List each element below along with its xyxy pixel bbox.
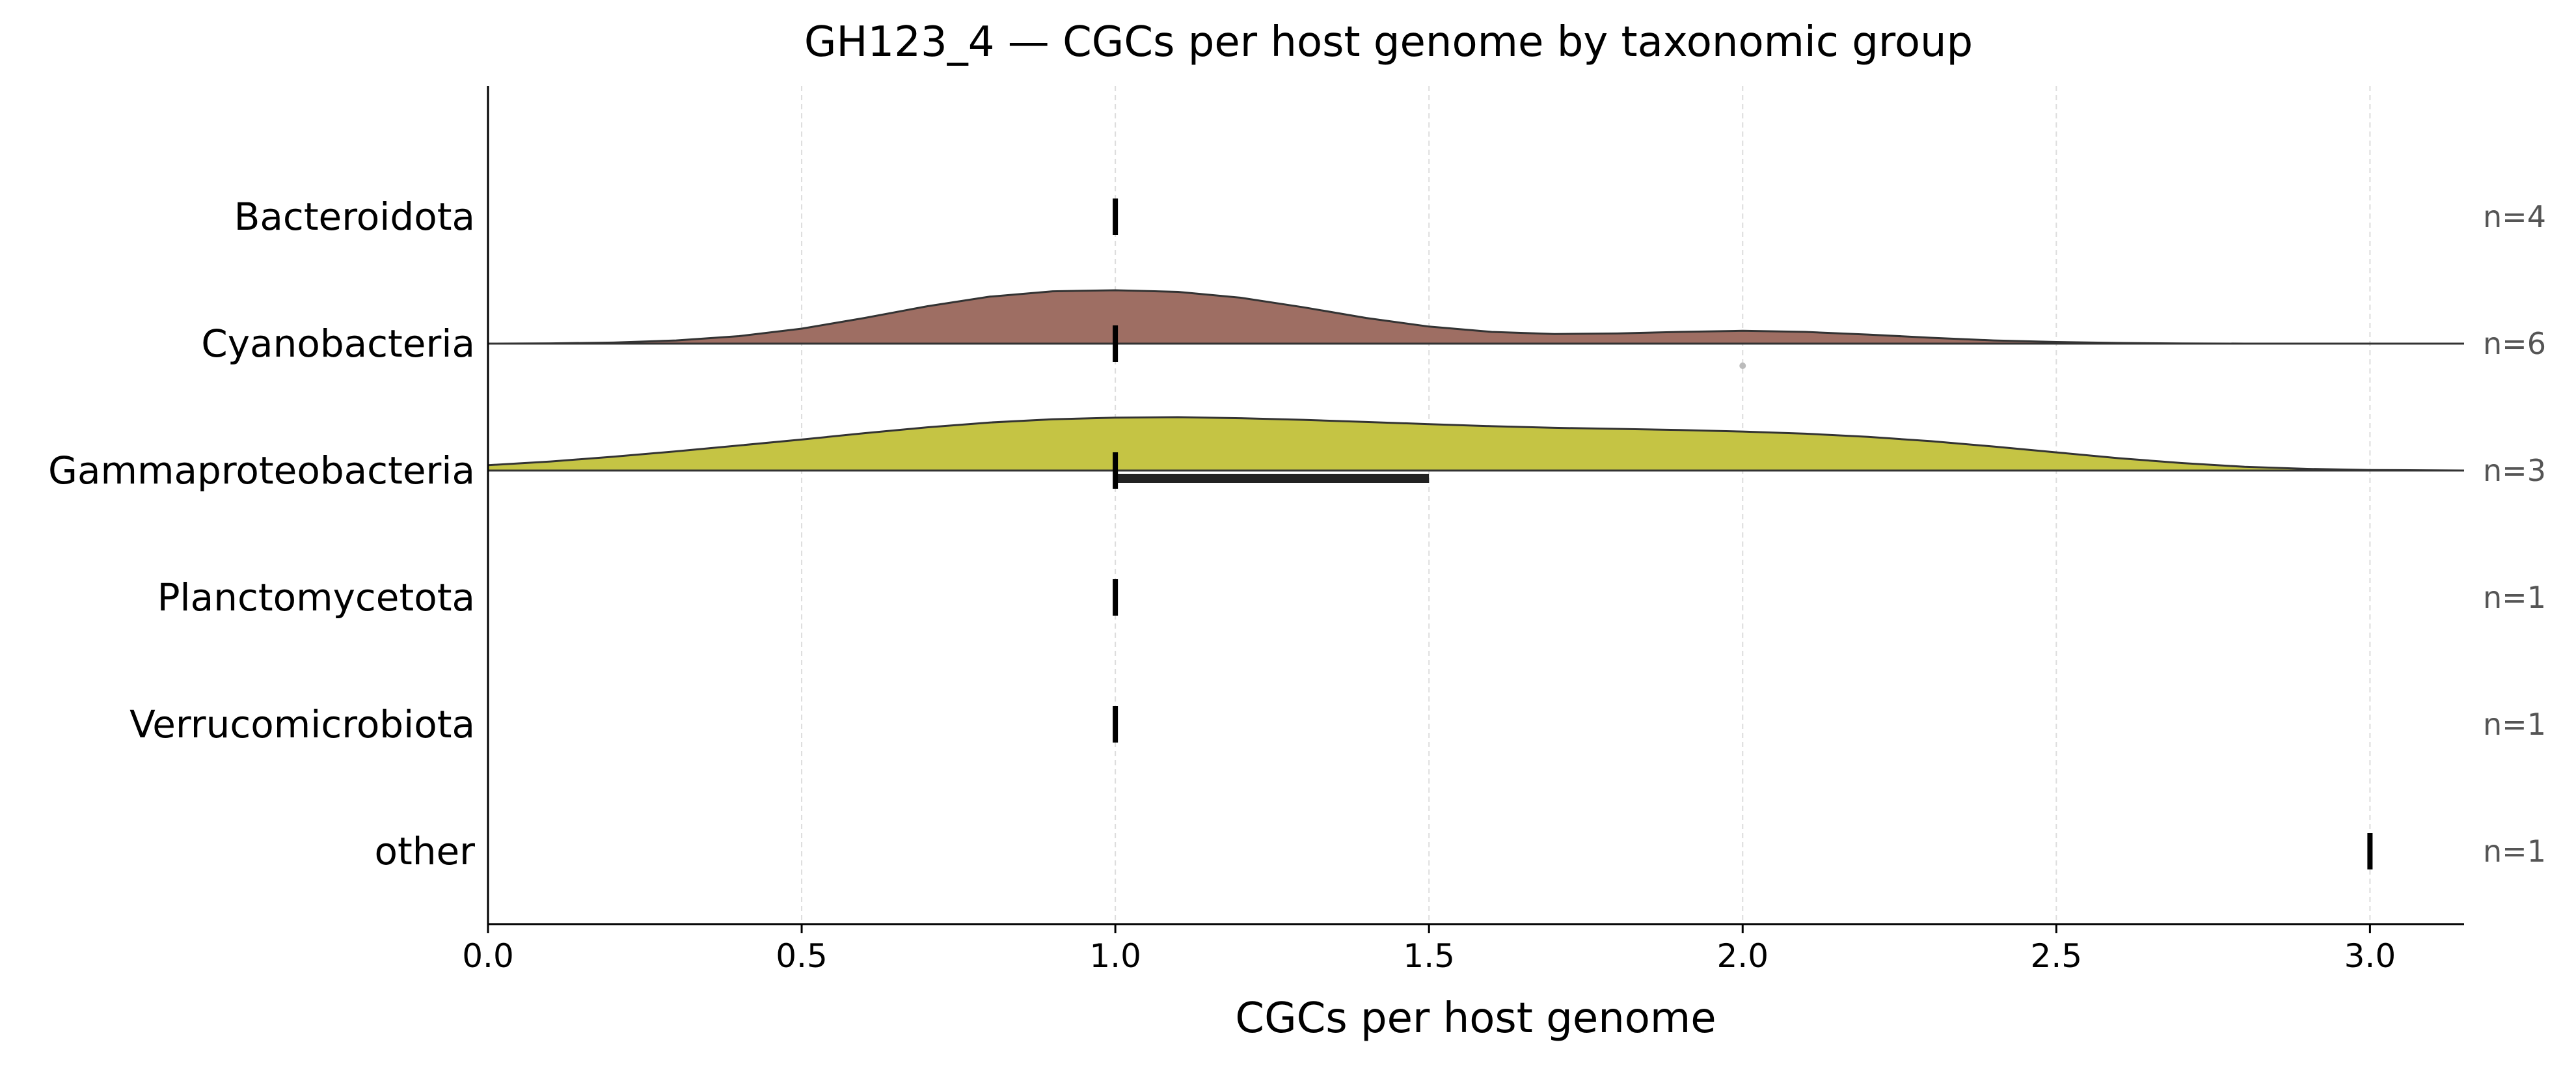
violin-cyanobacteria — [487, 289, 2464, 345]
median-marks — [1113, 198, 2373, 869]
count-label: n=6 — [2483, 326, 2546, 361]
violins — [487, 289, 2465, 472]
x-tick-label: 2.5 — [2031, 937, 2083, 975]
count-label: n=1 — [2483, 707, 2546, 742]
category-label: Cyanobacteria — [201, 321, 475, 366]
x-tick-label: 0.5 — [776, 937, 828, 975]
category-label: Planctomycetota — [157, 575, 475, 620]
x-ticks: 0.0 0.5 1.0 1.5 2.0 2.5 3.0 — [462, 924, 2396, 975]
category-label: Bacteroidota — [234, 195, 475, 239]
count-label: n=4 — [2483, 199, 2546, 234]
x-axis-label: CGCs per host genome — [1235, 994, 1716, 1043]
x-tick-label: 0.0 — [462, 937, 514, 975]
count-label: n=1 — [2483, 834, 2546, 869]
category-label: Verrucomicrobiota — [129, 702, 475, 746]
count-label: n=1 — [2483, 580, 2546, 615]
count-label: n=3 — [2483, 453, 2546, 488]
x-tick-label: 1.0 — [1089, 937, 1141, 975]
category-labels: Bacteroidota Cyanobacteria Gammaproteobact… — [48, 195, 475, 873]
category-label: other — [374, 829, 475, 873]
count-labels: n=4 n=6 n=3 n=1 n=1 n=1 — [2483, 199, 2546, 869]
x-tick-label: 2.0 — [1716, 937, 1769, 975]
chart-title: GH123_4 — CGCs per host genome by taxono… — [804, 18, 1973, 66]
category-label: Gammaproteobacteria — [48, 448, 475, 493]
violin-gammaproteobacteria — [487, 416, 2465, 472]
outlier-point — [1739, 362, 1746, 369]
x-tick-label: 3.0 — [2344, 937, 2396, 975]
outlier-points — [1739, 362, 1746, 369]
grid-lines — [801, 86, 2371, 924]
x-tick-label: 1.5 — [1403, 937, 1455, 975]
